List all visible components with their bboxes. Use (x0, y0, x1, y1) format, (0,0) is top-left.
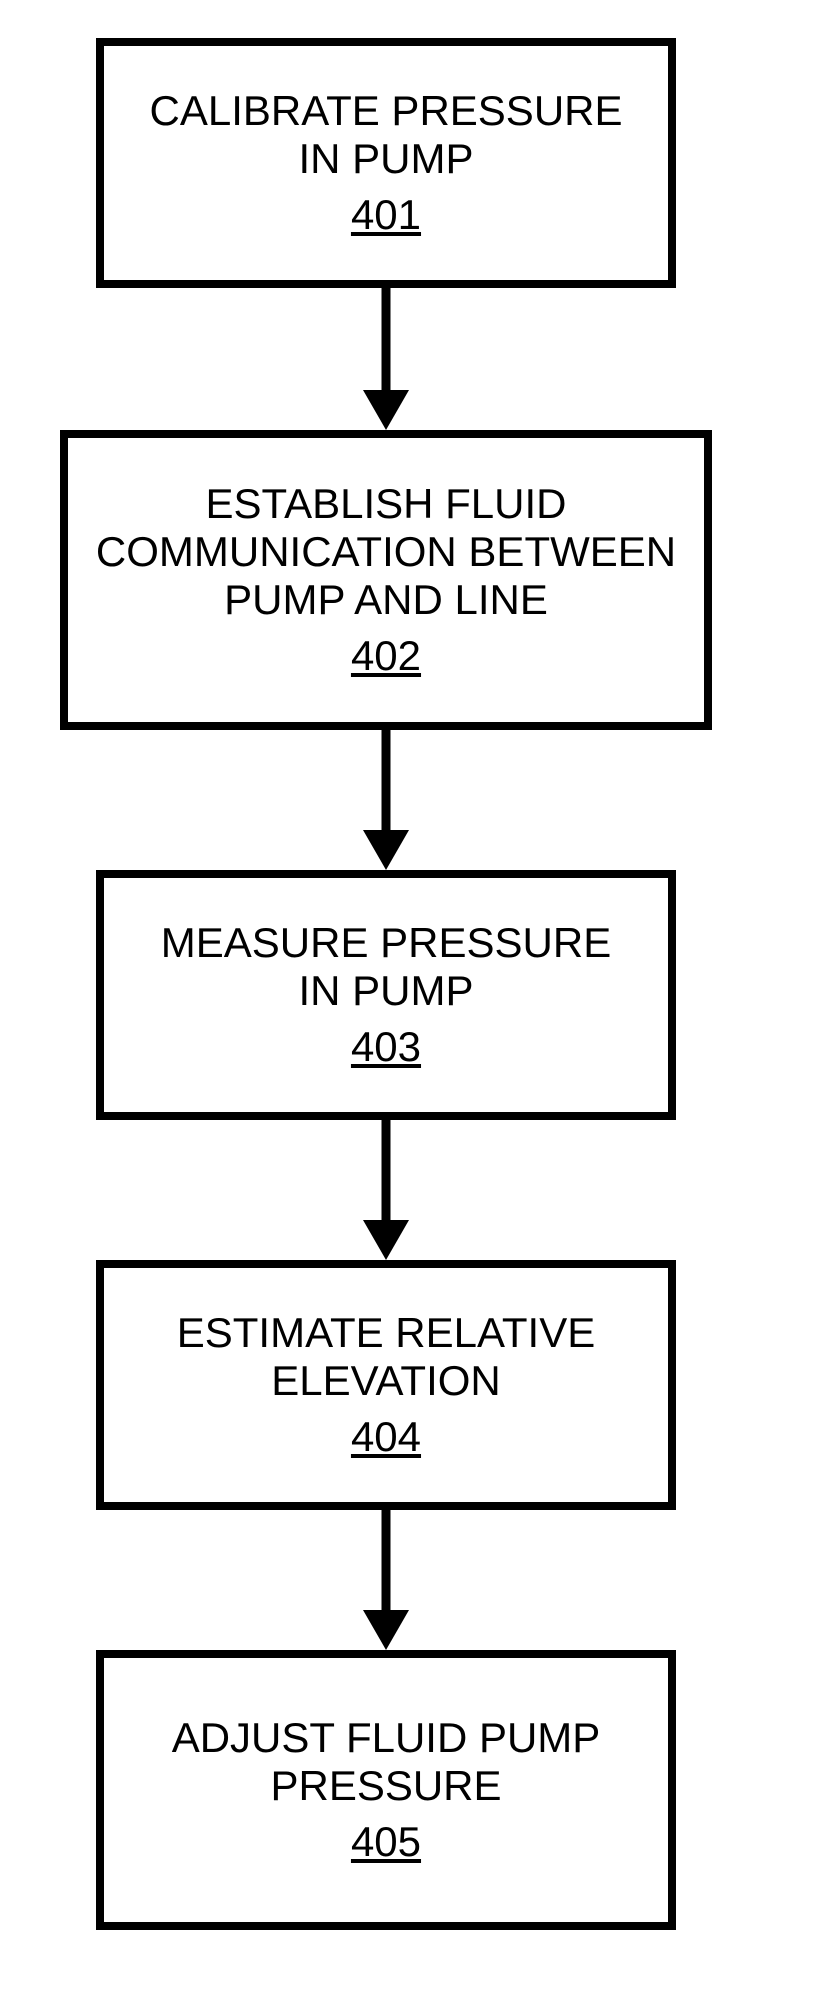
flowchart-canvas: CALIBRATE PRESSURE IN PUMP401ESTABLISH F… (0, 0, 814, 2006)
flow-arrow (0, 0, 814, 2006)
